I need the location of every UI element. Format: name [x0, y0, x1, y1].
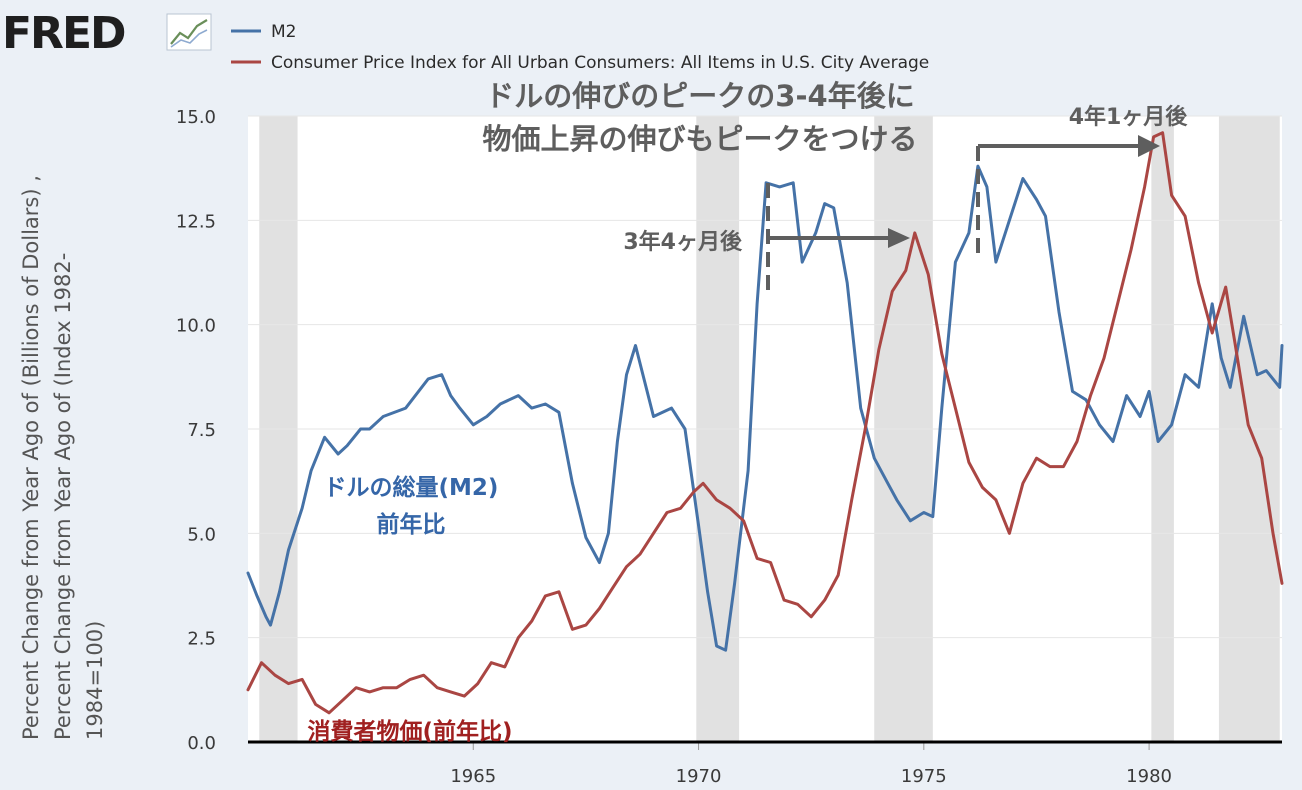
y-axis-title-line2: Percent Change from Year Ago of (Index 1… — [51, 253, 75, 740]
series-lines — [246, 131, 1284, 715]
series-line-cpi — [246, 131, 1284, 715]
y-axis-ticks: 0.0 2.5 5.0 7.5 10.0 12.5 15.0 — [176, 107, 216, 754]
y-tick-label: 0.0 — [187, 733, 216, 754]
lag1-label: 3年4ヶ月後 — [623, 229, 743, 255]
y-tick-label: 7.5 — [187, 420, 216, 441]
y-tick-label: 15.0 — [176, 107, 216, 128]
cpi-annotation: 消費者物価(前年比) — [307, 718, 512, 745]
grid — [248, 115, 1282, 639]
y-axis-title-line1: Percent Change from Year Ago of (Billion… — [19, 175, 43, 740]
lag1-arrowhead — [888, 228, 910, 248]
fred-logo[interactable]: FRED — [2, 8, 212, 59]
y-tick-label: 5.0 — [187, 524, 216, 545]
lag2-arrowhead — [1138, 135, 1160, 157]
headline-line1: ドルの伸びのピークの3-4年後に — [485, 79, 914, 113]
legend-item-m2[interactable]: M2 — [231, 22, 296, 42]
y-axis-title-line3: 1984=100) — [83, 621, 107, 740]
headline-line2: 物価上昇の伸びもピークをつける — [482, 122, 917, 156]
legend-label-cpi: Consumer Price Index for All Urban Consu… — [271, 53, 929, 73]
chart-line-icon — [166, 13, 212, 51]
legend-item-cpi[interactable]: Consumer Price Index for All Urban Consu… — [231, 53, 929, 73]
legend-label-m2: M2 — [271, 22, 296, 42]
x-tick-label: 1970 — [676, 766, 722, 787]
y-tick-label: 12.5 — [176, 211, 216, 232]
x-axis-ticks: 1965 1970 1975 1980 — [450, 742, 1172, 787]
y-axis-title: Percent Change from Year Ago of (Billion… — [19, 175, 107, 740]
fred-logo-text: FRED — [2, 8, 125, 59]
x-tick-label: 1965 — [450, 766, 496, 787]
m2-annotation-line2: 前年比 — [377, 511, 446, 538]
legend: M2 Consumer Price Index for All Urban Co… — [231, 22, 929, 73]
x-tick-label: 1980 — [1126, 766, 1172, 787]
m2-annotation-line1: ドルの総量(M2) — [324, 474, 499, 501]
lag2-label: 4年1ヶ月後 — [1069, 104, 1189, 130]
y-tick-label: 10.0 — [176, 316, 216, 337]
x-tick-label: 1975 — [901, 766, 947, 787]
series-line-m2 — [246, 164, 1284, 652]
annotations: ドルの伸びのピークの3-4年後に 物価上昇の伸びもピークをつける 3年4ヶ月後 … — [307, 79, 1188, 745]
y-tick-label: 2.5 — [187, 629, 216, 650]
